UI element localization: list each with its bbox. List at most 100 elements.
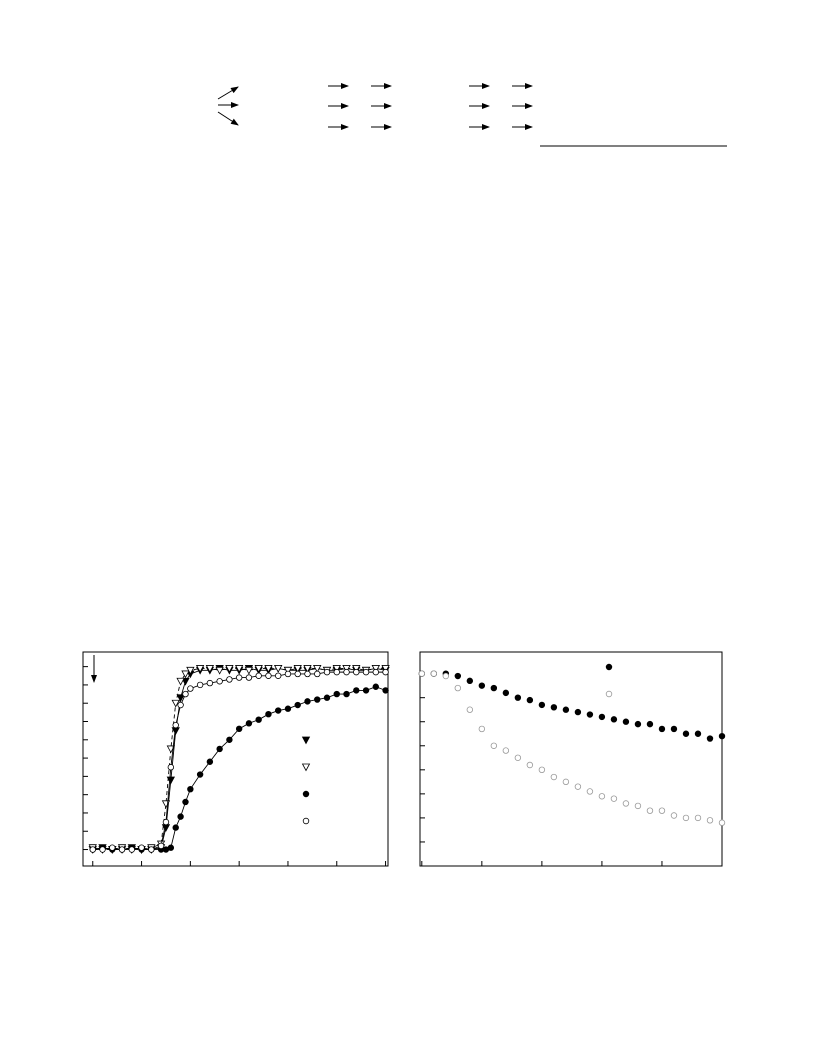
data-point [177, 813, 184, 820]
data-point [694, 814, 702, 822]
data-point [284, 705, 292, 712]
data-point [323, 668, 331, 676]
data-point [205, 665, 215, 673]
data-point [371, 665, 380, 673]
data-point [314, 696, 321, 703]
data-point [586, 711, 594, 718]
data-point [418, 670, 426, 677]
data-point [454, 684, 462, 692]
data-point [293, 665, 302, 673]
data-point [157, 842, 165, 850]
data-point [610, 795, 618, 802]
data-point [362, 687, 370, 694]
data-point [172, 824, 179, 831]
data-point [574, 783, 582, 790]
data-point [502, 689, 510, 697]
data-point [226, 736, 233, 743]
data-point [670, 812, 678, 819]
data-point [303, 665, 312, 673]
data-point [538, 701, 546, 709]
data-point [454, 672, 462, 680]
data-point [478, 682, 486, 689]
data-point [162, 818, 170, 826]
data-point [342, 665, 351, 673]
data-point [562, 778, 570, 786]
data-point [128, 846, 135, 853]
data-point [294, 701, 301, 709]
data-point [550, 773, 558, 781]
data-point [362, 668, 370, 676]
data-point [658, 807, 666, 814]
data-point [353, 668, 360, 676]
data-point [166, 776, 176, 785]
data-point [244, 666, 254, 675]
data-point [196, 771, 204, 778]
data-point [138, 844, 145, 851]
data-point [382, 668, 389, 676]
data-point [538, 766, 546, 774]
data-point [526, 761, 534, 769]
data-point [562, 706, 570, 713]
data-point [622, 718, 630, 725]
data-point [343, 690, 350, 698]
data-point [182, 690, 189, 698]
data-point [634, 720, 642, 728]
data-point [235, 674, 243, 681]
legend-marker [301, 736, 311, 745]
data-point [216, 678, 223, 685]
legend-marker [301, 763, 311, 772]
data-point [195, 665, 205, 673]
data-point [682, 730, 690, 737]
fit-line [92, 668, 386, 850]
data-point [176, 694, 185, 703]
data-point [254, 665, 263, 673]
data-point [622, 800, 630, 807]
data-point [172, 721, 179, 729]
data-point [343, 668, 350, 676]
data-point [186, 666, 195, 675]
data-point [235, 725, 243, 733]
data-point [333, 668, 340, 676]
data-point [245, 720, 253, 727]
data-point [275, 707, 282, 714]
data-point [372, 668, 379, 676]
data-point [332, 665, 341, 673]
data-point [718, 819, 726, 826]
data-point [167, 844, 175, 851]
data-point [526, 696, 534, 704]
data-point [109, 844, 116, 851]
data-point [466, 706, 474, 713]
data-point [215, 666, 224, 675]
data-point [514, 694, 522, 701]
data-point [264, 665, 273, 673]
data-point [466, 677, 474, 685]
data-point [682, 814, 690, 822]
fit-line [92, 668, 386, 850]
data-point [265, 710, 272, 718]
data-point [670, 725, 678, 733]
data-point [196, 681, 204, 689]
data-point [177, 701, 184, 709]
data-point [550, 704, 558, 711]
data-point [353, 687, 360, 694]
data-point [706, 735, 714, 742]
legend-marker [302, 817, 310, 825]
data-point [646, 720, 654, 728]
fit-line [92, 671, 386, 851]
data-point [89, 846, 96, 853]
data-point [255, 716, 262, 723]
data-point [304, 670, 311, 678]
data-point [255, 672, 262, 679]
data-point [514, 754, 522, 761]
data-point [442, 672, 450, 680]
legend-marker [302, 790, 310, 798]
data-point [234, 665, 244, 673]
data-point [265, 672, 272, 679]
data-point [161, 824, 171, 832]
data-point [171, 699, 180, 708]
data-point [206, 679, 214, 687]
data-point [206, 758, 214, 765]
data-point [118, 846, 126, 853]
data-point [502, 747, 510, 754]
data-point [381, 665, 390, 673]
